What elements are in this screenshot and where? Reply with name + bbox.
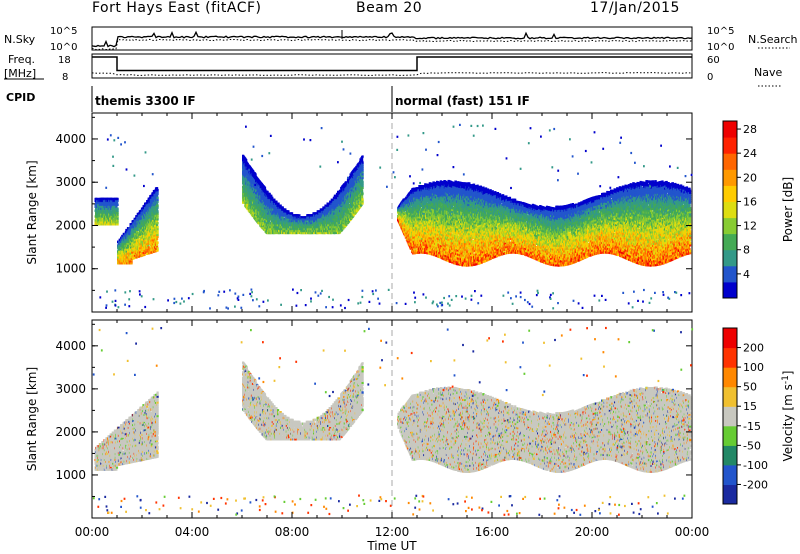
xtick-label: 00:00 — [675, 525, 710, 539]
power-colorbar-label: Power [dB] — [781, 177, 795, 242]
velocity-colorbar-tick: -50 — [743, 439, 761, 452]
velocity-colorbar-tick: 15 — [743, 400, 757, 413]
velocity-ytick-label: 4000 — [55, 339, 86, 353]
power-colorbar-tick: 20 — [743, 171, 757, 184]
velocity-ytick-label: 3000 — [55, 382, 86, 396]
power-ylabel: Slant Range [km] — [25, 160, 39, 264]
nsearch-label: N.Search — [748, 33, 798, 46]
power-ytick-label: 4000 — [55, 132, 86, 146]
freq-label-line2: [MHz] — [4, 67, 36, 80]
date-title: 17/Jan/2015 — [590, 0, 680, 16]
power-echo-pixels — [94, 123, 693, 310]
freq-panel-frame — [91, 53, 693, 79]
cpid-mode-label: themis 3300 IF — [95, 94, 196, 108]
xtick-label: 00:00 — [75, 525, 110, 539]
power-colorbar-tick: 28 — [743, 123, 757, 136]
power-ytick-label: 1000 — [55, 262, 86, 276]
power-panel: 1000 2000 3000 4000 Slant Range [km] 4 8 12 16 20… — [25, 112, 795, 313]
nsky-label: N.Sky — [4, 33, 36, 46]
power-ytick-label: 2000 — [55, 218, 86, 232]
velocity-colorbar-tick: -200 — [743, 478, 768, 491]
power-colorbar-tick: 4 — [743, 268, 750, 281]
xtick-label: 12:00 — [375, 525, 410, 539]
nave-label: Nave — [754, 66, 782, 79]
velocity-colorbar-tick: 200 — [743, 342, 764, 355]
nsky-right-tick-bottom: 10^0 — [707, 42, 734, 53]
velocity-colorbar-label: Velocity [m s-1] — [781, 371, 795, 462]
xlabel: Time UT — [366, 539, 417, 553]
power-colorbar-tick: 8 — [743, 244, 750, 257]
nsky-left-tick-top: 10^5 — [50, 26, 77, 37]
velocity-echo-pixels — [92, 326, 694, 516]
power-ytick-label: 3000 — [55, 175, 86, 189]
xtick-label: 04:00 — [175, 525, 210, 539]
velocity-panel: 1000 2000 3000 4000 Slant Range [km] 200 100 50… — [25, 319, 795, 553]
power-colorbar-tick: 24 — [743, 147, 757, 160]
freq-left-tick-top: 18 — [58, 55, 71, 66]
velocity-ylabel: Slant Range [km] — [25, 367, 39, 471]
velocity-ytick-label: 2000 — [55, 425, 86, 439]
velocity-colorbar-frame — [722, 327, 738, 505]
cpid-mode-label: normal (fast) 151 IF — [395, 94, 530, 108]
nave-trace — [91, 72, 693, 76]
power-colorbar-frame — [722, 120, 738, 299]
xtick-label: 16:00 — [475, 525, 510, 539]
nsky-left-tick-bottom: 10^0 — [50, 42, 77, 53]
beam-title: Beam 20 — [356, 0, 422, 16]
power-colorbar: 4 8 12 16 20 24 28 Power [dB] — [722, 120, 795, 299]
nsky-right-tick-top: 10^5 — [707, 26, 734, 37]
nsearch-trace — [91, 38, 693, 51]
freq-label-line1: Freq. — [8, 53, 35, 66]
freq-right-tick-top: 60 — [707, 55, 720, 66]
cpid-label: CPID — [6, 91, 35, 104]
xtick-label: 20:00 — [575, 525, 610, 539]
velocity-colorbar-tick: 50 — [743, 381, 757, 394]
power-colorbar-tick: 16 — [743, 195, 757, 208]
power-colorbar-tick: 12 — [743, 220, 757, 233]
station-title: Fort Hays East (fitACF) — [92, 0, 262, 16]
xtick-label: 08:00 — [275, 525, 310, 539]
nsky-trace — [91, 30, 693, 48]
velocity-colorbar-tick: 100 — [743, 361, 764, 374]
freq-left-tick-bottom: 8 — [62, 72, 68, 83]
freq-right-tick-bottom: 0 — [707, 72, 713, 83]
velocity-colorbar-tick: -15 — [743, 420, 761, 433]
velocity-colorbar-tick: -100 — [743, 459, 768, 472]
freq-trace — [92, 56, 692, 72]
velocity-colorbar: 200 100 50 15 -15 -50 -100 -200 Velocity [m s-1] — [722, 327, 795, 505]
velocity-ytick-label: 1000 — [55, 468, 86, 482]
